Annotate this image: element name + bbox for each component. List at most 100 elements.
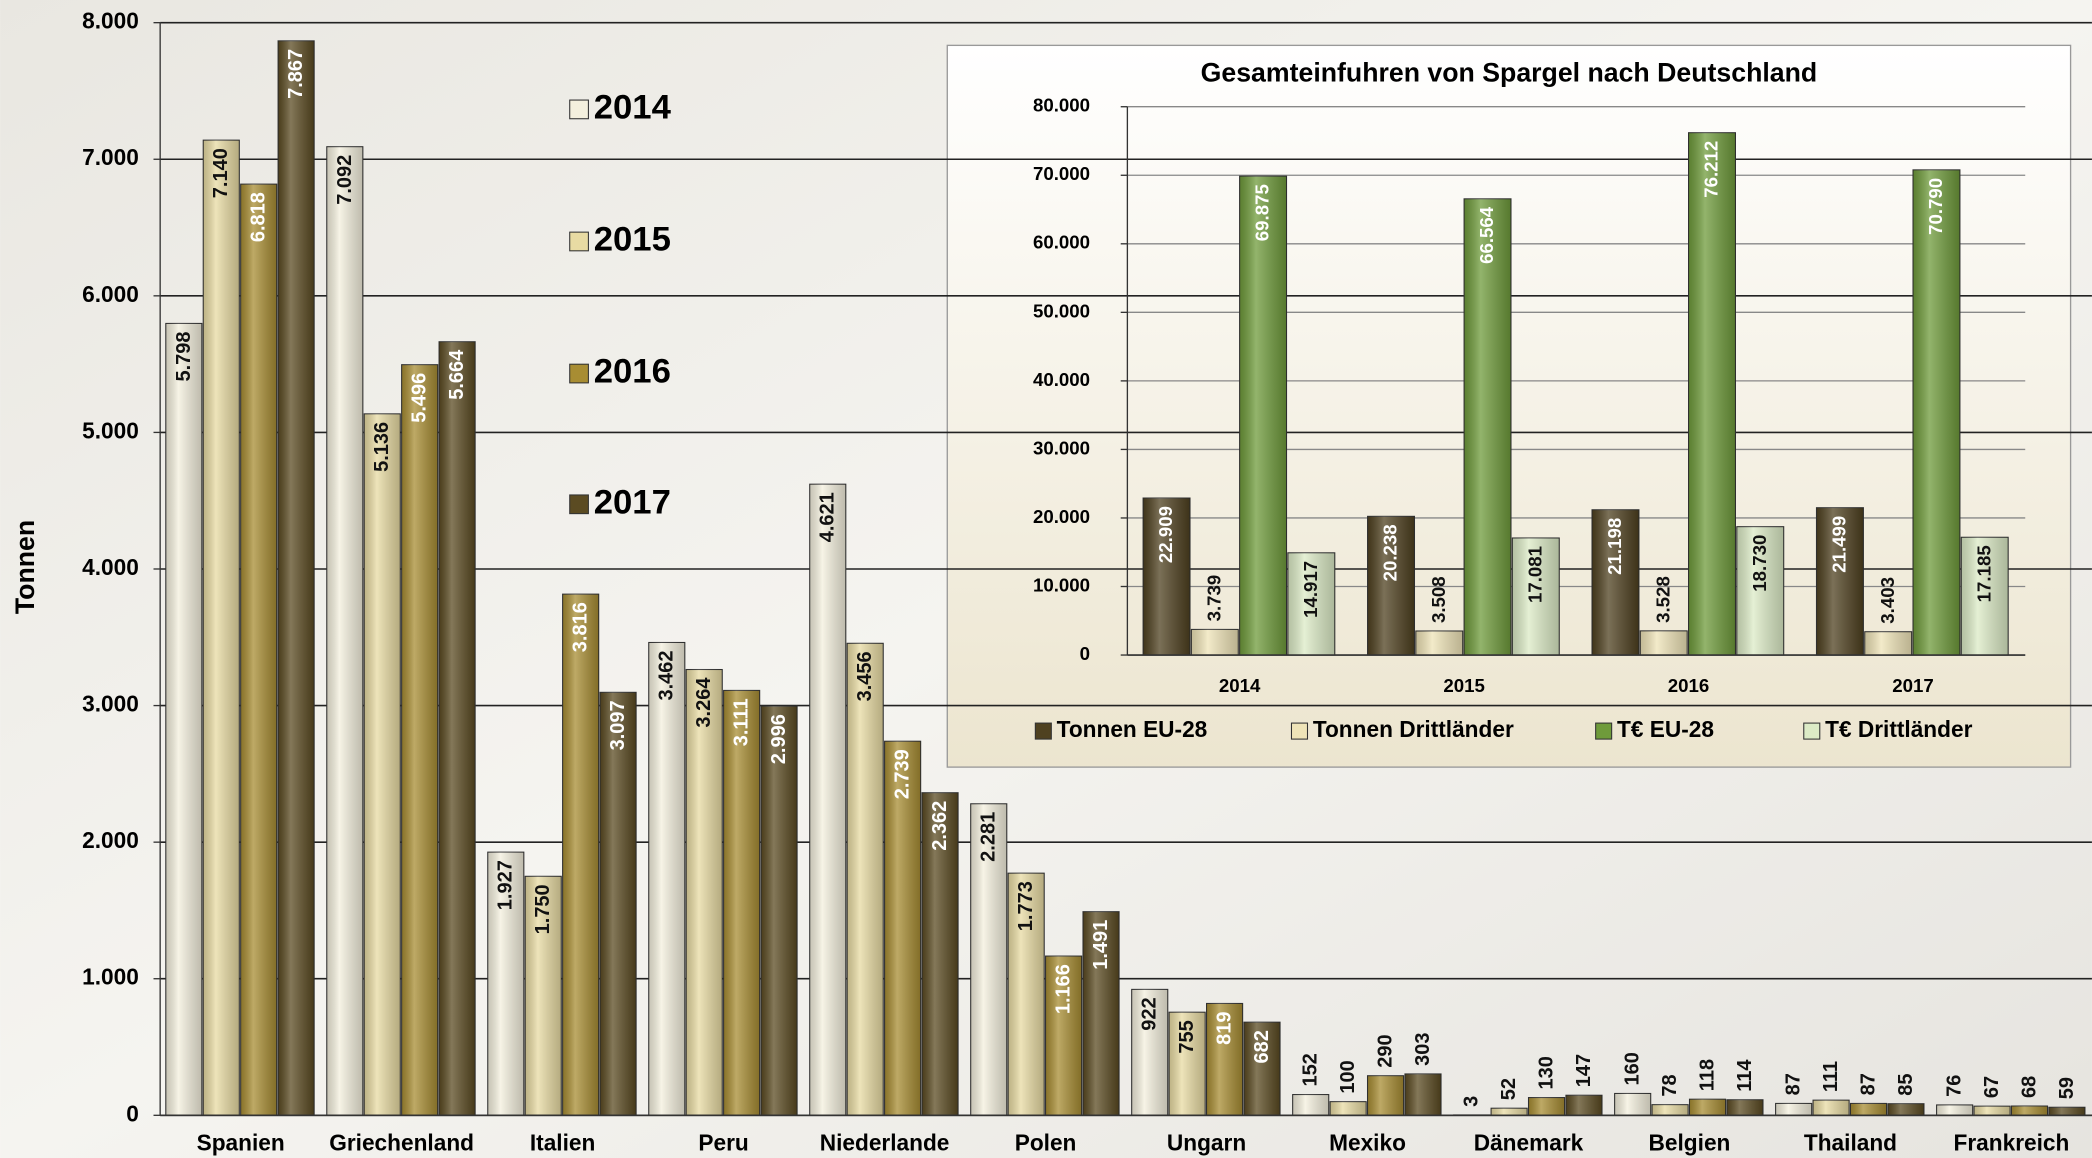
legend-swatch <box>569 99 589 120</box>
value-label: 1.773 <box>1015 881 1037 931</box>
bar-shading <box>600 692 637 1116</box>
value-label: 2.996 <box>768 714 790 764</box>
value-label: 303 <box>1412 1033 1434 1066</box>
bar-shading <box>1367 1075 1404 1116</box>
value-label: 5.136 <box>371 422 393 472</box>
value-label: 3.462 <box>656 650 678 700</box>
x-tick-label: 2015 <box>1443 675 1485 696</box>
value-label: 2.362 <box>929 801 951 851</box>
bar-shading <box>203 140 240 1116</box>
value-label: 6.818 <box>248 192 270 242</box>
bar-shading <box>1131 989 1168 1116</box>
legend-label: Tonnen Drittländer <box>1313 716 1514 742</box>
bar-shading <box>165 323 202 1116</box>
value-label: 3.403 <box>1877 577 1898 624</box>
bar-shading <box>761 706 798 1116</box>
y-tick-label: 60.000 <box>1033 232 1090 253</box>
value-label: 17.185 <box>1973 545 1994 602</box>
y-tick-label: 10.000 <box>1033 574 1090 595</box>
bar-shading <box>1206 1003 1243 1116</box>
value-label: 21.499 <box>1829 516 1850 573</box>
value-label: 1.491 <box>1090 920 1112 970</box>
x-tick-label: 2016 <box>1668 675 1710 696</box>
y-tick-label: 50.000 <box>1033 300 1090 321</box>
bar-shading <box>1239 176 1287 656</box>
value-label: 18.730 <box>1749 535 1770 592</box>
bar-shading <box>525 876 562 1116</box>
value-label: 3.264 <box>693 677 715 728</box>
bar-shading <box>1592 509 1639 656</box>
value-label: 87 <box>1783 1073 1805 1095</box>
value-label: 5.496 <box>409 373 431 423</box>
x-tick-label: Thailand <box>1804 1130 1897 1156</box>
y-tick-label: 4.000 <box>82 554 139 580</box>
bar-shading <box>1287 552 1335 656</box>
bar-shading <box>1528 1097 1565 1116</box>
bar-shading <box>562 594 599 1116</box>
legend-label: 2017 <box>594 483 671 521</box>
value-label: 21.198 <box>1604 518 1625 575</box>
y-tick-label: 5.000 <box>82 417 139 443</box>
value-label: 130 <box>1535 1056 1557 1089</box>
value-label: 5.798 <box>173 331 195 381</box>
value-label: 3.816 <box>570 602 592 652</box>
legend-label: 2015 <box>594 221 671 259</box>
value-label: 78 <box>1659 1074 1681 1096</box>
value-label: 85 <box>1895 1073 1917 1095</box>
x-tick-label: Belgien <box>1649 1130 1731 1156</box>
value-label: 3.739 <box>1203 575 1224 622</box>
value-label: 7.867 <box>285 49 307 99</box>
legend-swatch <box>1595 722 1613 740</box>
bar-shading <box>1491 1108 1528 1116</box>
value-label: 3 <box>1461 1096 1483 1107</box>
bar-shading <box>278 40 315 1116</box>
bar-shading <box>1775 1103 1812 1116</box>
y-tick-label: 30.000 <box>1033 437 1090 458</box>
bar-shading <box>364 413 401 1116</box>
y-tick-label: 70.000 <box>1033 163 1090 184</box>
value-label: 3.508 <box>1428 576 1449 623</box>
value-label: 5.664 <box>446 349 468 400</box>
value-label: 152 <box>1300 1053 1322 1086</box>
value-label: 100 <box>1337 1060 1359 1093</box>
value-label: 67 <box>1981 1076 2003 1098</box>
value-label: 290 <box>1375 1034 1397 1067</box>
legend-label: T€ Drittländer <box>1825 716 1972 742</box>
x-tick-label: Mexiko <box>1329 1130 1406 1156</box>
value-label: 147 <box>1573 1054 1595 1087</box>
x-tick-label: Niederlande <box>820 1130 950 1156</box>
value-label: 922 <box>1139 997 1161 1030</box>
value-label: 755 <box>1176 1020 1198 1053</box>
legend-swatch <box>1803 722 1821 740</box>
x-tick-label: Spanien <box>197 1130 285 1156</box>
x-tick-label: Polen <box>1015 1130 1077 1156</box>
bar-shading <box>1367 516 1415 656</box>
y-tick-label: 1.000 <box>82 964 139 990</box>
value-label: 52 <box>1498 1078 1520 1100</box>
value-label: 3.097 <box>607 700 629 750</box>
legend-label: Tonnen EU-28 <box>1057 716 1208 742</box>
bar-shading <box>809 484 846 1116</box>
value-label: 7.140 <box>210 148 232 198</box>
value-label: 114 <box>1734 1059 1756 1092</box>
bar-shading <box>1912 169 1960 656</box>
bar-shading <box>1813 1100 1850 1116</box>
value-label: 87 <box>1857 1073 1879 1095</box>
bar-shading <box>1974 1106 2011 1116</box>
value-label: 7.092 <box>334 155 356 205</box>
legend-label: 2016 <box>594 353 671 391</box>
value-label: 682 <box>1251 1030 1273 1063</box>
value-label: 819 <box>1214 1011 1236 1044</box>
value-label: 76.212 <box>1701 141 1722 198</box>
bar-shading <box>1689 1099 1726 1116</box>
value-label: 20.238 <box>1380 524 1401 581</box>
value-label: 17.081 <box>1524 546 1545 603</box>
legend-swatch <box>1290 722 1309 740</box>
value-label: 3.456 <box>854 651 876 701</box>
bar-shading <box>326 146 363 1116</box>
bar-shading <box>401 364 438 1116</box>
bar-shading <box>1864 631 1912 656</box>
value-label: 68 <box>2018 1076 2040 1098</box>
bar-shading <box>1614 1093 1651 1116</box>
